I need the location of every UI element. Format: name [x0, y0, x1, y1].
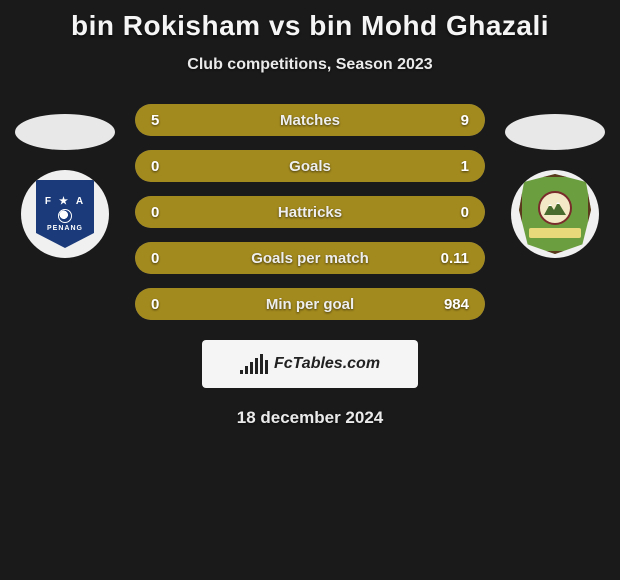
date-label: 18 december 2024 — [0, 408, 620, 428]
crest-left-text: PENANG — [47, 225, 83, 232]
crest-left-letters: F ★ A — [45, 196, 85, 207]
crest-shield-left: F ★ A PENANG — [36, 180, 94, 248]
content-row: F ★ A PENANG 5Matches90Goals10Hattricks0… — [0, 104, 620, 320]
crest-shield-right — [519, 174, 591, 254]
stat-value-left: 0 — [151, 204, 159, 221]
brand-bar — [250, 362, 253, 374]
stat-label: Min per goal — [266, 296, 354, 313]
stat-value-right: 984 — [444, 296, 469, 313]
brand-text: FcTables.com — [274, 355, 380, 373]
stat-value-left: 0 — [151, 250, 159, 267]
crest-left-letter-a: A — [76, 196, 85, 207]
stat-value-right: 1 — [461, 158, 469, 175]
stat-value-right: 0 — [461, 204, 469, 221]
stat-row: 0 Goals 1 — [135, 150, 485, 182]
player-left-avatar-placeholder — [15, 114, 115, 150]
mountain-icon — [544, 201, 566, 215]
stat-row: 0 Min per goal 984 — [135, 288, 485, 320]
player-right-avatar-placeholder — [505, 114, 605, 150]
stats-column: 5 Matches 9 0 Goals 1 0 Hattricks 0 0 Goals per ma… — [135, 104, 485, 320]
stat-value-right: 0.11 — [441, 250, 469, 267]
crest-right-circle — [538, 191, 572, 225]
stat-label: Matches — [280, 112, 340, 129]
player-left-crest: F ★ A PENANG — [21, 170, 109, 258]
brand-bar — [260, 354, 263, 374]
stat-value-left: 0 — [151, 158, 159, 175]
stat-row: 5 Matches 9 — [135, 104, 485, 136]
stat-row: 0 Hattricks 0 — [135, 196, 485, 228]
crest-left-letter-f: F — [45, 196, 53, 207]
stat-label: Hattricks — [278, 204, 342, 221]
page-subtitle: Club competitions, Season 2023 — [0, 56, 620, 74]
brand-box: FcTables.com — [202, 340, 418, 388]
brand-bar — [245, 366, 248, 374]
comparison-card: bin Rokisham vs bin Mohd Ghazali Club co… — [0, 0, 620, 580]
brand-bar — [240, 370, 243, 374]
crest-right-ribbon — [529, 228, 581, 238]
player-left-column: F ★ A PENANG — [15, 104, 115, 258]
soccer-ball-icon — [58, 209, 72, 223]
page-title: bin Rokisham vs bin Mohd Ghazali — [0, 10, 620, 42]
brand-bar — [255, 358, 258, 374]
stat-label: Goals — [289, 158, 331, 175]
bar-chart-icon — [240, 354, 268, 374]
player-right-crest — [511, 170, 599, 258]
stat-value-left: 5 — [151, 112, 159, 129]
player-right-column — [505, 104, 605, 258]
stat-row: 0 Goals per match 0.11 — [135, 242, 485, 274]
crest-left-star-icon: ★ — [59, 196, 70, 207]
stat-value-right: 9 — [461, 112, 469, 129]
stat-label: Goals per match — [251, 250, 369, 267]
stat-value-left: 0 — [151, 296, 159, 313]
brand-bar — [265, 360, 268, 374]
